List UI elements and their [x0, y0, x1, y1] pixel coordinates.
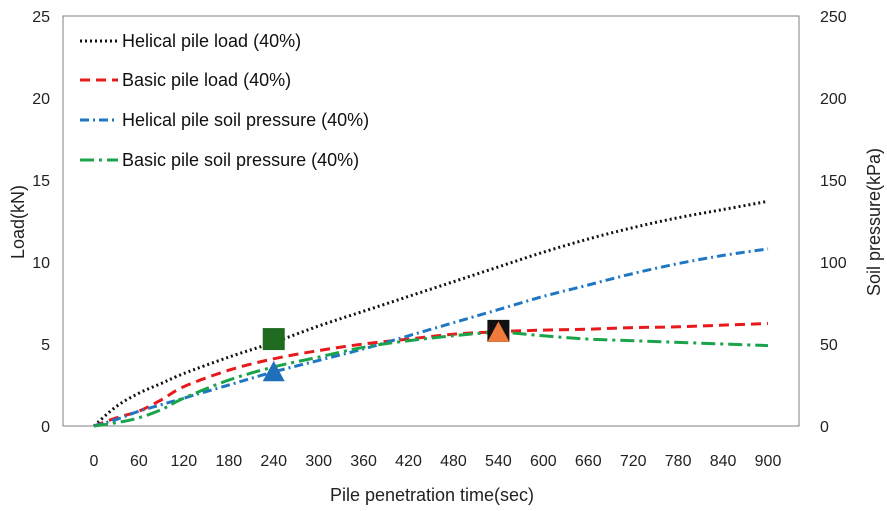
series-layer [93, 199, 769, 428]
legend-label-basic-load: Basic pile load (40%) [122, 70, 291, 90]
plot-frame [62, 15, 800, 427]
series-line-helical-pressure [93, 247, 769, 428]
y2-axis-ticks: 0 50 100 150 200 250 [820, 9, 847, 436]
y-tick-label: 0 [41, 419, 50, 436]
square-marker [262, 328, 285, 351]
x-tick-label: 540 [485, 453, 512, 470]
x-tick-label: 720 [620, 453, 647, 470]
legend-label-helical-load: Helical pile load (40%) [122, 31, 301, 51]
y2-tick-label: 150 [820, 173, 847, 190]
x-tick-label: 900 [755, 453, 782, 470]
x-tick-label: 60 [130, 453, 148, 470]
y-tick-label: 25 [32, 9, 50, 26]
x-tick-label: 480 [440, 453, 467, 470]
y2-tick-label: 200 [820, 91, 847, 108]
marker-layer [262, 319, 510, 382]
x-tick-label: 600 [530, 453, 557, 470]
x-axis-title: Pile penetration time(sec) [330, 485, 534, 505]
y2-axis-title: Soil pressure(kPa) [864, 148, 884, 296]
x-tick-label: 240 [260, 453, 287, 470]
triangle-marker [262, 360, 285, 382]
legend-label-helical-pressure: Helical pile soil pressure (40%) [122, 110, 369, 130]
x-tick-label: 0 [90, 453, 99, 470]
series-line-basic-load [93, 322, 769, 428]
x-tick-label: 780 [665, 453, 692, 470]
x-tick-label: 360 [350, 453, 377, 470]
series-line-basic-pressure [93, 330, 769, 428]
y2-tick-label: 0 [820, 419, 829, 436]
y-axis-ticks: 0 5 10 15 20 25 [32, 9, 50, 436]
y-tick-label: 15 [32, 173, 50, 190]
x-tick-label: 840 [710, 453, 737, 470]
x-tick-label: 180 [215, 453, 242, 470]
y2-tick-label: 50 [820, 337, 838, 354]
y-axis-title: Load(kN) [8, 185, 28, 259]
triangle-marker [487, 321, 510, 342]
y-tick-label: 5 [41, 337, 50, 354]
y-tick-label: 20 [32, 91, 50, 108]
legend-label-basic-pressure: Basic pile soil pressure (40%) [122, 150, 359, 170]
x-axis-ticks: 0 60 120 180 240 300 360 420 480 540 600 660 720 780 8… [90, 453, 782, 470]
y-tick-label: 10 [32, 255, 50, 272]
y2-tick-label: 250 [820, 9, 847, 26]
y2-tick-label: 100 [820, 255, 847, 272]
x-tick-label: 660 [575, 453, 602, 470]
x-tick-label: 300 [305, 453, 332, 470]
x-tick-label: 420 [395, 453, 422, 470]
x-tick-label: 120 [171, 453, 198, 470]
series-line-helical-load [93, 199, 769, 428]
legend: Helical pile load (40%) Basic pile load … [80, 31, 369, 170]
